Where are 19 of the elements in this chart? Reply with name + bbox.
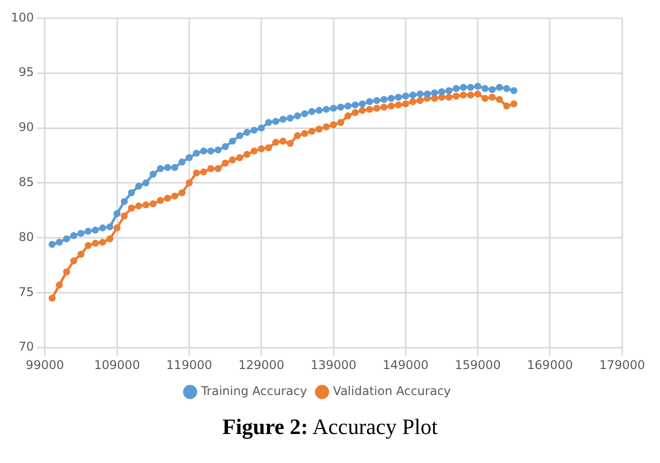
x-tick-label: 169000 xyxy=(527,358,573,372)
y-tick-label: 70 xyxy=(18,340,34,354)
x-tick-label: 179000 xyxy=(599,358,645,372)
y-tick-label: 95 xyxy=(18,65,34,80)
x-tick-label: 159000 xyxy=(454,358,501,372)
x-tick-label: 139000 xyxy=(310,358,356,372)
legend-label: Training Accuracy xyxy=(200,384,308,398)
x-tick-label: 129000 xyxy=(238,358,284,372)
y-tick-label: 75 xyxy=(18,284,34,299)
y-tick-label: 90 xyxy=(18,120,34,134)
y-tick-label: 85 xyxy=(18,175,34,190)
legend-label: Validation Accuracy xyxy=(333,384,451,398)
x-tick-label: 119000 xyxy=(166,358,212,372)
text: Figure 2: Accuracy Plot xyxy=(222,414,438,439)
x-tick-label: 109000 xyxy=(94,358,140,372)
y-tick-label: 100 xyxy=(11,10,34,24)
x-tick-label: 149000 xyxy=(382,358,429,372)
x-tick-label: 99000 xyxy=(26,358,64,372)
y-tick-label: 80 xyxy=(18,230,34,244)
